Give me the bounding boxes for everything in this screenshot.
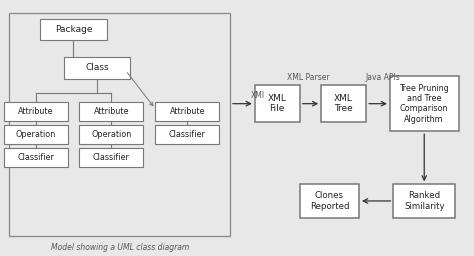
Text: Classifier: Classifier bbox=[169, 130, 206, 139]
Text: XML Parser: XML Parser bbox=[287, 73, 329, 82]
Text: Operation: Operation bbox=[91, 130, 131, 139]
Text: Operation: Operation bbox=[16, 130, 55, 139]
FancyBboxPatch shape bbox=[393, 184, 455, 218]
FancyBboxPatch shape bbox=[40, 19, 107, 40]
FancyBboxPatch shape bbox=[255, 85, 300, 122]
Text: Model showing a UML class diagram: Model showing a UML class diagram bbox=[51, 243, 189, 252]
Text: Tree Pruning
and Tree
Comparison
Algorithm: Tree Pruning and Tree Comparison Algorit… bbox=[400, 83, 449, 124]
FancyBboxPatch shape bbox=[155, 125, 219, 144]
FancyBboxPatch shape bbox=[3, 148, 67, 167]
Text: Package: Package bbox=[55, 25, 92, 34]
Text: XMI: XMI bbox=[251, 91, 265, 100]
Text: Clones
Reported: Clones Reported bbox=[310, 191, 349, 211]
FancyBboxPatch shape bbox=[390, 76, 459, 131]
FancyBboxPatch shape bbox=[64, 57, 130, 79]
Text: Attribute: Attribute bbox=[170, 107, 205, 116]
Text: XML
File: XML File bbox=[268, 94, 287, 113]
FancyBboxPatch shape bbox=[3, 102, 67, 121]
Text: XML
Tree: XML Tree bbox=[334, 94, 353, 113]
FancyBboxPatch shape bbox=[3, 125, 67, 144]
Text: Java APIs: Java APIs bbox=[365, 73, 401, 82]
Text: Attribute: Attribute bbox=[94, 107, 129, 116]
FancyBboxPatch shape bbox=[79, 148, 143, 167]
FancyBboxPatch shape bbox=[321, 85, 366, 122]
FancyBboxPatch shape bbox=[79, 125, 143, 144]
FancyBboxPatch shape bbox=[155, 102, 219, 121]
Text: Classifier: Classifier bbox=[17, 153, 54, 162]
Text: Class: Class bbox=[85, 63, 109, 72]
Text: Attribute: Attribute bbox=[18, 107, 53, 116]
Text: Ranked
Similarity: Ranked Similarity bbox=[404, 191, 445, 211]
FancyBboxPatch shape bbox=[79, 102, 143, 121]
Text: Classifier: Classifier bbox=[93, 153, 130, 162]
FancyBboxPatch shape bbox=[9, 13, 230, 236]
FancyBboxPatch shape bbox=[300, 184, 359, 218]
